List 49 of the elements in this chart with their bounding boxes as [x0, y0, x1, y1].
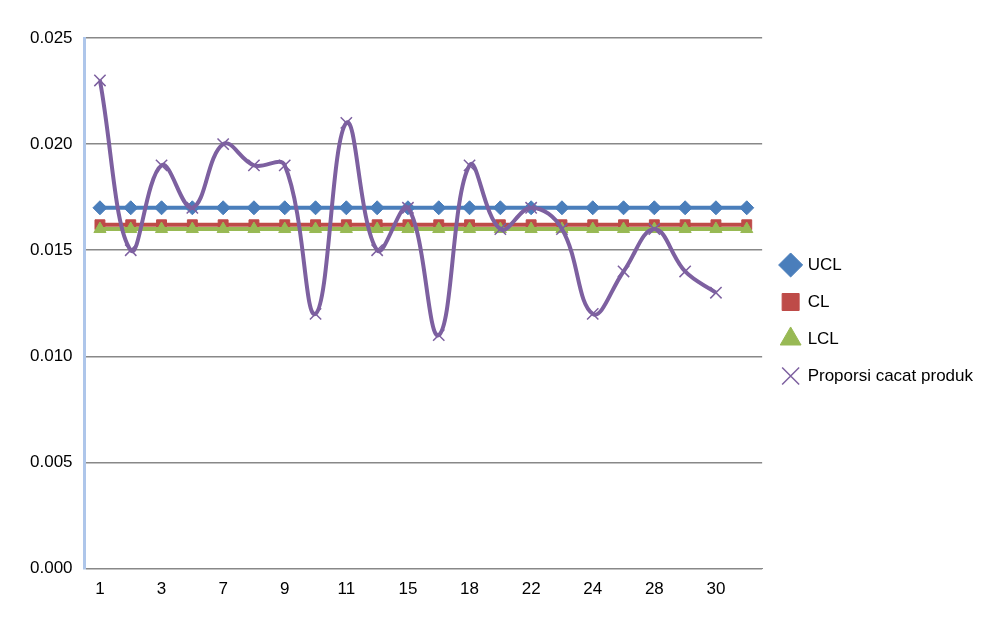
point [339, 116, 353, 130]
y-tick-label: 0.010 [29, 346, 73, 366]
point [277, 200, 293, 216]
x-tick-label: 1 [95, 579, 105, 599]
point [554, 200, 570, 216]
x-tick-label: 18 [460, 579, 479, 599]
point [215, 200, 231, 216]
x-tick-label: 24 [583, 579, 603, 599]
legend-label: LCL [807, 328, 839, 348]
point [246, 200, 262, 216]
y-tick-label: 0.015 [29, 239, 73, 259]
point [462, 200, 478, 216]
point [123, 200, 139, 216]
x-tick-label: 3 [156, 579, 167, 599]
point [93, 74, 107, 87]
point [216, 137, 230, 151]
x-tick-label: 11 [337, 579, 356, 599]
point [586, 307, 600, 321]
point [369, 200, 385, 216]
legend-label: CL [807, 291, 830, 311]
point [370, 243, 384, 257]
point [92, 200, 108, 216]
x-tick-label: 30 [706, 579, 726, 599]
y-tick-label: 0.000 [29, 558, 73, 578]
point [709, 286, 723, 300]
y-tick-label: 0.025 [29, 27, 73, 47]
point [308, 200, 324, 216]
point [154, 200, 170, 216]
point [309, 307, 322, 321]
legend-label: UCL [807, 254, 842, 274]
point [739, 200, 755, 216]
point [338, 200, 354, 216]
x-tick-label: 22 [521, 579, 541, 599]
point [247, 158, 261, 172]
point [492, 200, 508, 216]
point [616, 200, 632, 216]
y-tick-label: 0.020 [29, 133, 73, 153]
x-tick-label: 7 [218, 579, 228, 599]
point [646, 200, 662, 216]
legend-label: Proporsi cacat produk [807, 365, 974, 385]
point [585, 200, 601, 216]
y-tick-label: 0.005 [29, 452, 73, 472]
point [278, 158, 292, 172]
point [708, 200, 724, 216]
point [431, 200, 447, 216]
x-tick-label: 9 [280, 579, 290, 599]
point [677, 200, 693, 216]
x-tick-label: 28 [644, 579, 664, 599]
x-tick-label: 15 [398, 579, 418, 599]
